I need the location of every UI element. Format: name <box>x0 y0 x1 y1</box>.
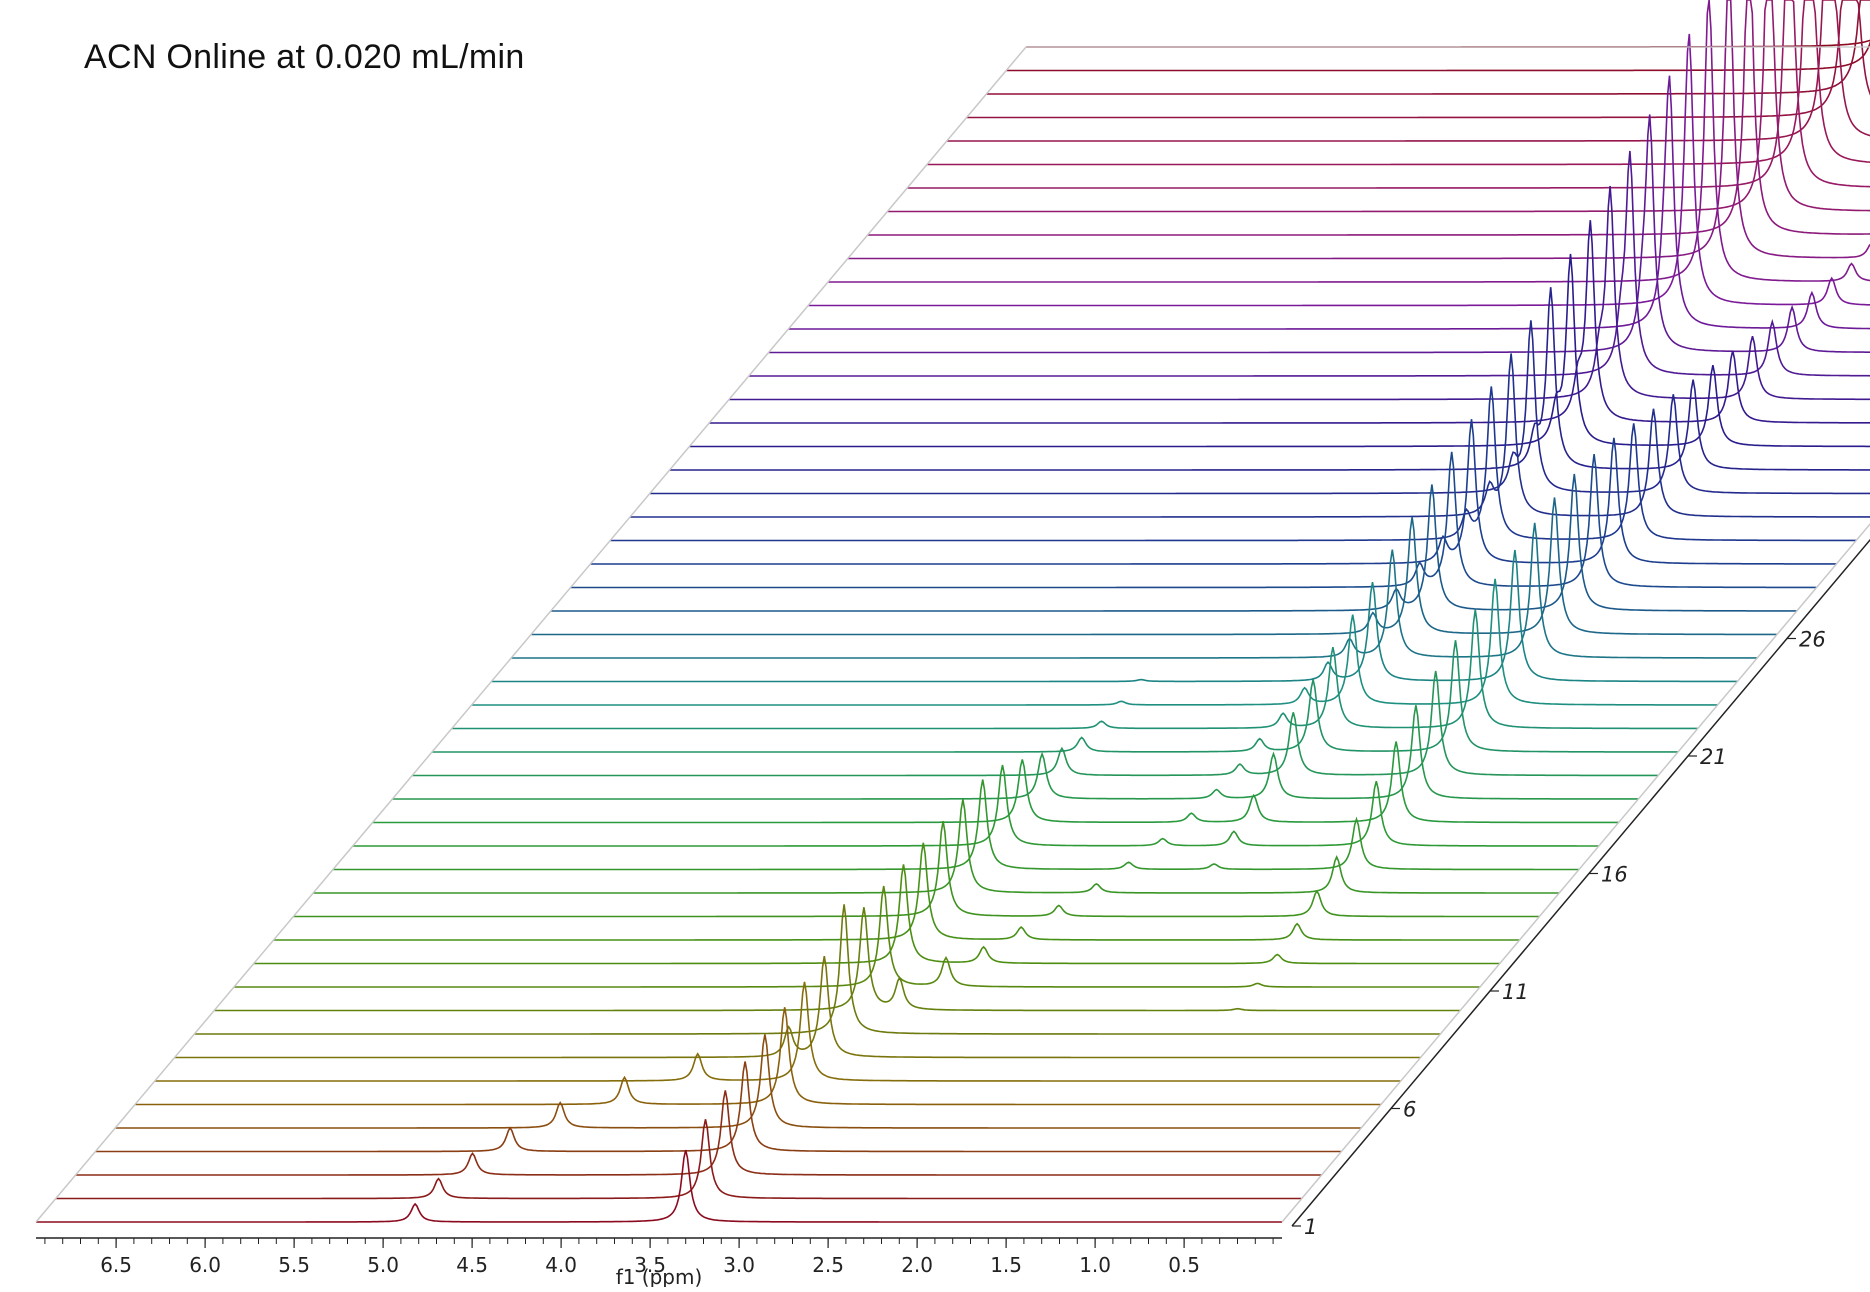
spectrum-trace-32 <box>649 320 1870 495</box>
spectrum-trace-13 <box>273 842 1520 941</box>
z-axis: 16111621263136414651 <box>1291 538 1870 1239</box>
x-tick-label: 3.0 <box>723 1253 755 1277</box>
x-axis: 6.5 6.0 5.5 5.0 4.5 4.0 3.5 3.0 2.5 2.0 1.5 1.0 0.5 f… <box>36 1237 1282 1289</box>
x-tick-label: 5.5 <box>278 1253 310 1277</box>
spectrum-trace-5 <box>115 1034 1362 1129</box>
spectrum-trace-35 <box>709 220 1870 424</box>
spectrum-trace-46 <box>927 0 1870 166</box>
spectrum-trace-42 <box>847 0 1870 260</box>
spectrum-trace-15 <box>313 799 1560 894</box>
spectrum-trace-47 <box>946 0 1870 142</box>
spectrum-trace-14 <box>293 820 1540 918</box>
spectrum-trace-24 <box>491 549 1738 683</box>
spectrum-trace-7 <box>154 981 1401 1082</box>
x-tick-label: 4.0 <box>545 1253 577 1277</box>
spectrum-trace-17 <box>352 764 1599 847</box>
spectrum-trace-44 <box>887 0 1870 213</box>
spectrum-trace-25 <box>511 522 1758 659</box>
spectrum-trace-49 <box>986 0 1870 95</box>
x-tick-label: 0.5 <box>1168 1253 1200 1277</box>
spectrum-trace-33 <box>669 287 1870 471</box>
spectrum-trace-27 <box>550 473 1797 612</box>
spectrum-trace-31 <box>630 353 1870 518</box>
spectrum-trace-30 <box>610 386 1857 542</box>
x-tick-label: 2.0 <box>901 1253 933 1277</box>
x-tick-label: 1.0 <box>1079 1253 1111 1277</box>
spectra-traces <box>36 0 1870 1223</box>
spectrum-trace-22 <box>451 609 1698 730</box>
spectrum-trace-26 <box>531 497 1777 636</box>
chart-title: ACN Online at 0.020 mL/min <box>84 38 525 76</box>
spectrum-trace-41 <box>828 0 1870 283</box>
spectrum-trace-4 <box>95 1061 1342 1153</box>
spectrum-trace-48 <box>966 0 1870 119</box>
z-tick-label: 6 <box>1403 1098 1416 1122</box>
spectrum-trace-10 <box>214 907 1461 1012</box>
spectrum-trace-37 <box>748 150 1870 377</box>
spectrum-trace-9 <box>194 904 1441 1035</box>
z-tick-label: 11 <box>1502 980 1529 1004</box>
x-tick-label: 3.5 <box>634 1253 666 1277</box>
x-tick-label: 1.5 <box>990 1253 1022 1277</box>
x-tick-label: 6.5 <box>100 1253 132 1277</box>
frame-left-edge <box>35 46 1027 1223</box>
spectrum-trace-43 <box>867 0 1870 236</box>
spectrum-trace-16 <box>333 779 1579 871</box>
spectrum-trace-1 <box>36 1149 1282 1223</box>
spectrum-trace-39 <box>788 75 1870 330</box>
x-axis-label: f1 (ppm) <box>616 1265 703 1287</box>
spectrum-trace-50 <box>1006 40 1870 72</box>
spectrum-trace-23 <box>471 578 1718 706</box>
spectrum-trace-12 <box>253 864 1500 965</box>
z-tick-label: 26 <box>1799 628 1826 652</box>
spectrum-trace-6 <box>135 1007 1381 1106</box>
spectrum-trace-29 <box>590 419 1837 565</box>
spectrum-trace-51 <box>1026 39 1870 48</box>
z-tick-label: 1 <box>1304 1215 1317 1239</box>
x-tick-label: 5.0 <box>367 1253 399 1277</box>
x-tick-label: 6.0 <box>189 1253 221 1277</box>
spectrum-trace-28 <box>570 451 1817 589</box>
spectrum-trace-40 <box>808 33 1870 307</box>
spectrum-trace-20 <box>412 670 1659 777</box>
spectrum-trace-3 <box>75 1090 1322 1176</box>
z-tick-label: 16 <box>1601 863 1628 887</box>
spectrum-trace-45 <box>907 0 1870 189</box>
frame-right-edge <box>1281 522 1870 1223</box>
spectrum-trace-11 <box>234 885 1480 988</box>
spectrum-trace-38 <box>768 114 1870 354</box>
spectrum-trace-36 <box>729 185 1870 401</box>
x-tick-label: 4.5 <box>456 1253 488 1277</box>
plot-frame <box>35 46 1870 1223</box>
z-tick-label: 21 <box>1700 745 1727 769</box>
spectrum-trace-34 <box>689 253 1870 448</box>
spectrum-trace-2 <box>55 1119 1302 1200</box>
spectrum-trace-18 <box>372 741 1619 824</box>
spectrum-trace-21 <box>432 640 1678 753</box>
x-tick-label: 2.5 <box>812 1253 844 1277</box>
